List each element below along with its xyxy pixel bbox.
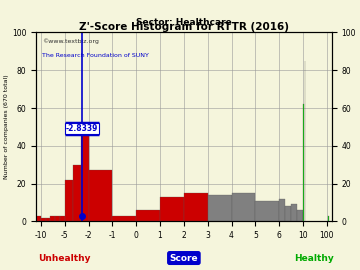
- Bar: [297, 210, 303, 221]
- Text: Score: Score: [170, 254, 198, 262]
- Bar: [208, 195, 231, 221]
- Bar: [291, 204, 297, 221]
- Text: ©www.textbiz.org: ©www.textbiz.org: [42, 38, 99, 44]
- Bar: [231, 193, 255, 221]
- Bar: [73, 165, 81, 221]
- Bar: [55, 216, 60, 221]
- Bar: [89, 170, 112, 221]
- Text: Unhealthy: Unhealthy: [39, 254, 91, 262]
- Bar: [255, 201, 279, 221]
- Bar: [31, 218, 36, 221]
- Bar: [36, 216, 41, 221]
- Bar: [81, 133, 89, 221]
- Bar: [136, 210, 160, 221]
- Bar: [60, 216, 65, 221]
- Bar: [160, 197, 184, 221]
- Bar: [285, 206, 291, 221]
- Bar: [279, 199, 285, 221]
- Text: The Research Foundation of SUNY: The Research Foundation of SUNY: [42, 53, 149, 58]
- Bar: [112, 216, 136, 221]
- Bar: [65, 180, 73, 221]
- Text: Healthy: Healthy: [294, 254, 333, 262]
- Title: Z'-Score Histogram for RTTR (2016): Z'-Score Histogram for RTTR (2016): [79, 22, 289, 32]
- Bar: [184, 193, 208, 221]
- Bar: [50, 216, 55, 221]
- Bar: [41, 218, 46, 221]
- Y-axis label: Number of companies (670 total): Number of companies (670 total): [4, 75, 9, 179]
- Bar: [46, 218, 50, 221]
- Text: -2.8339: -2.8339: [66, 124, 98, 133]
- Text: Sector: Healthcare: Sector: Healthcare: [136, 18, 232, 27]
